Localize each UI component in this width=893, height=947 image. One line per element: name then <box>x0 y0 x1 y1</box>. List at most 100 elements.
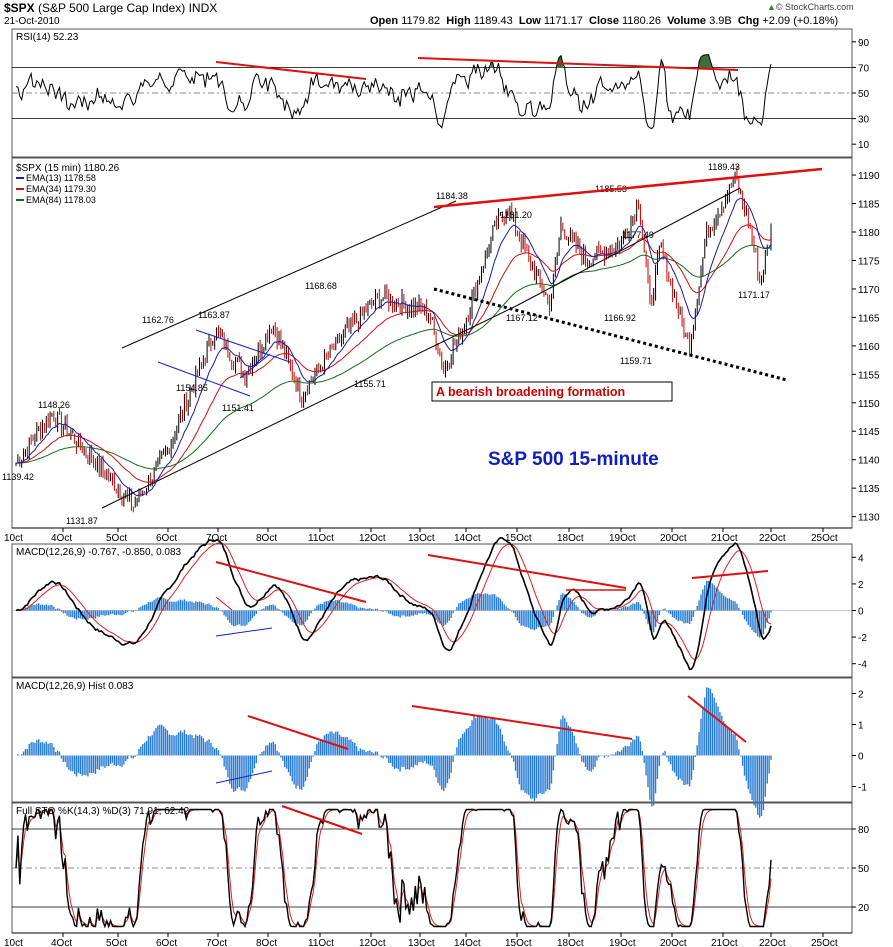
chart-title: S&P 500 15-minute <box>488 449 659 470</box>
x-tick-label: 21Oct <box>711 533 738 544</box>
x-tick-label: 4Oct <box>51 938 72 947</box>
open-value: 1179.82 <box>401 15 441 27</box>
broadening-lower-trendline <box>433 287 788 382</box>
x-tick-label: 5Oct <box>106 533 127 544</box>
price-axis-label: 1180 <box>858 228 880 239</box>
x-tick-label: 11Oct <box>308 938 334 947</box>
hist-trendline <box>411 705 633 740</box>
price-axis-label: 1185 <box>858 200 880 211</box>
ema84-line <box>15 244 772 470</box>
price-axis-label: 1150 <box>858 399 880 410</box>
macd-axis-label: -4 <box>858 660 867 671</box>
sto-trendline <box>281 805 363 835</box>
rsi-panel-label: RSI(14) 52.23 <box>16 32 79 43</box>
price-panel-label: $SPX (15 min) 1180.26 <box>16 163 120 174</box>
rsi-axis-label: 30 <box>858 115 870 126</box>
hist-trendline <box>247 715 349 750</box>
price-value-label: 1154.85 <box>176 383 208 393</box>
rsi-axis-label: 70 <box>858 63 870 74</box>
flag-line <box>157 361 251 397</box>
price-axis-label: 1175 <box>858 256 880 267</box>
hist-axis-label: 2 <box>858 690 864 701</box>
hist-axis-label: 0 <box>858 752 864 763</box>
hist-axis-label: 1 <box>858 721 864 732</box>
x-tick-label: 19Oct <box>609 938 636 947</box>
price-value-label: 1167.12 <box>506 313 538 323</box>
legend-entry: EMA(13) 1178.58 <box>26 173 96 183</box>
price-value-label: 1184.38 <box>436 191 468 201</box>
rsi-line <box>15 54 772 130</box>
sto-axis-label: 50 <box>858 864 870 875</box>
x-tick-label: 15Oct <box>505 533 532 544</box>
price-value-label: 1177.49 <box>622 230 654 240</box>
macd-trendline <box>691 570 769 579</box>
macd-trendline <box>427 554 627 589</box>
price-value-label: 1189.43 <box>708 162 740 172</box>
x-tick-label: 12Oct <box>359 938 386 947</box>
price-value-label: 1163.87 <box>198 310 230 320</box>
macd-trendline <box>215 596 233 611</box>
x-tick-label: 10ct <box>4 533 23 544</box>
sto-d-line <box>15 809 772 928</box>
sto-axis-label: 20 <box>858 903 870 914</box>
x-tick-label: 4Oct <box>51 533 72 544</box>
x-tick-label: 7Oct <box>206 938 227 947</box>
price-value-label: 1181.20 <box>500 210 532 220</box>
exchange: INDX <box>188 1 218 15</box>
hist-axis-label: -1 <box>858 783 867 794</box>
x-tick-label: 20Oct <box>660 938 687 947</box>
symbol: $SPX <box>4 1 35 15</box>
flag-line <box>195 329 291 363</box>
hist-support-line <box>215 770 273 784</box>
ema34-line <box>15 224 772 483</box>
close-value: 1180.26 <box>622 15 661 27</box>
rsi-trendline <box>215 61 367 80</box>
price-value-label: 1162.76 <box>142 315 174 325</box>
x-tick-label: 25Oct <box>811 938 838 947</box>
rsi-overbought-fill <box>490 62 493 68</box>
price-axis-label: 1145 <box>858 427 880 438</box>
x-tick-label: 10ct <box>4 938 23 947</box>
x-tick-label: 5Oct <box>106 938 127 947</box>
price-value-label: 1139.42 <box>2 472 34 482</box>
x-tick-label: 25Oct <box>811 533 838 544</box>
x-tick-label: 18Oct <box>557 938 584 947</box>
x-tick-label: 21Oct <box>711 938 738 947</box>
macd-line <box>15 536 772 671</box>
rsi-axis-label: 90 <box>858 38 870 49</box>
index-name: (S&P 500 Large Cap Index) <box>38 1 186 15</box>
x-tick-label: 22Oct <box>759 938 786 947</box>
price-axis-label: 1140 <box>858 456 880 467</box>
legend-entry: EMA(84) 1178.03 <box>26 195 96 205</box>
price-axis-label: 1135 <box>858 484 880 495</box>
rsi-axis-label: 50 <box>858 89 870 100</box>
ohlc-readout: Open 1179.82 High 1189.43 Low 1171.17 Cl… <box>370 15 839 27</box>
x-tick-label: 13Oct <box>408 938 435 947</box>
volume-value: 3.9B <box>709 15 732 27</box>
macd-signal-line <box>15 542 772 660</box>
macd-axis-label: 4 <box>858 553 864 564</box>
chart-date: 21-Oct-2010 <box>4 16 60 27</box>
rsi-trendline <box>417 57 739 71</box>
channel-lower-line <box>101 304 519 509</box>
price-value-label: 1155.71 <box>354 379 386 389</box>
watermark: ▲© StockCharts.com <box>767 2 854 12</box>
x-tick-label: 8Oct <box>256 938 277 947</box>
price-value-label: 1159.71 <box>620 356 652 366</box>
price-panel-frame <box>11 157 853 529</box>
price-axis-label: 1155 <box>858 370 880 381</box>
price-value-label: 1151.41 <box>222 403 254 413</box>
x-tick-label: 14Oct <box>454 533 481 544</box>
price-value-label: 1148.26 <box>38 400 70 410</box>
high-value: 1189.43 <box>473 15 513 27</box>
low-value: 1171.17 <box>543 15 583 27</box>
x-tick-label: 20Oct <box>660 533 687 544</box>
x-tick-label: 14Oct <box>454 938 481 947</box>
price-axis-label: 1170 <box>858 285 880 296</box>
price-axis-label: 1190 <box>858 171 880 182</box>
annotation-text: A bearish broadening formation <box>436 385 625 399</box>
change-value: +2.09 (+0.18%) <box>762 15 839 27</box>
price-value-label: 1131.87 <box>66 516 98 526</box>
chart-header-title: $SPX (S&P 500 Large Cap Index) INDX <box>4 1 217 15</box>
